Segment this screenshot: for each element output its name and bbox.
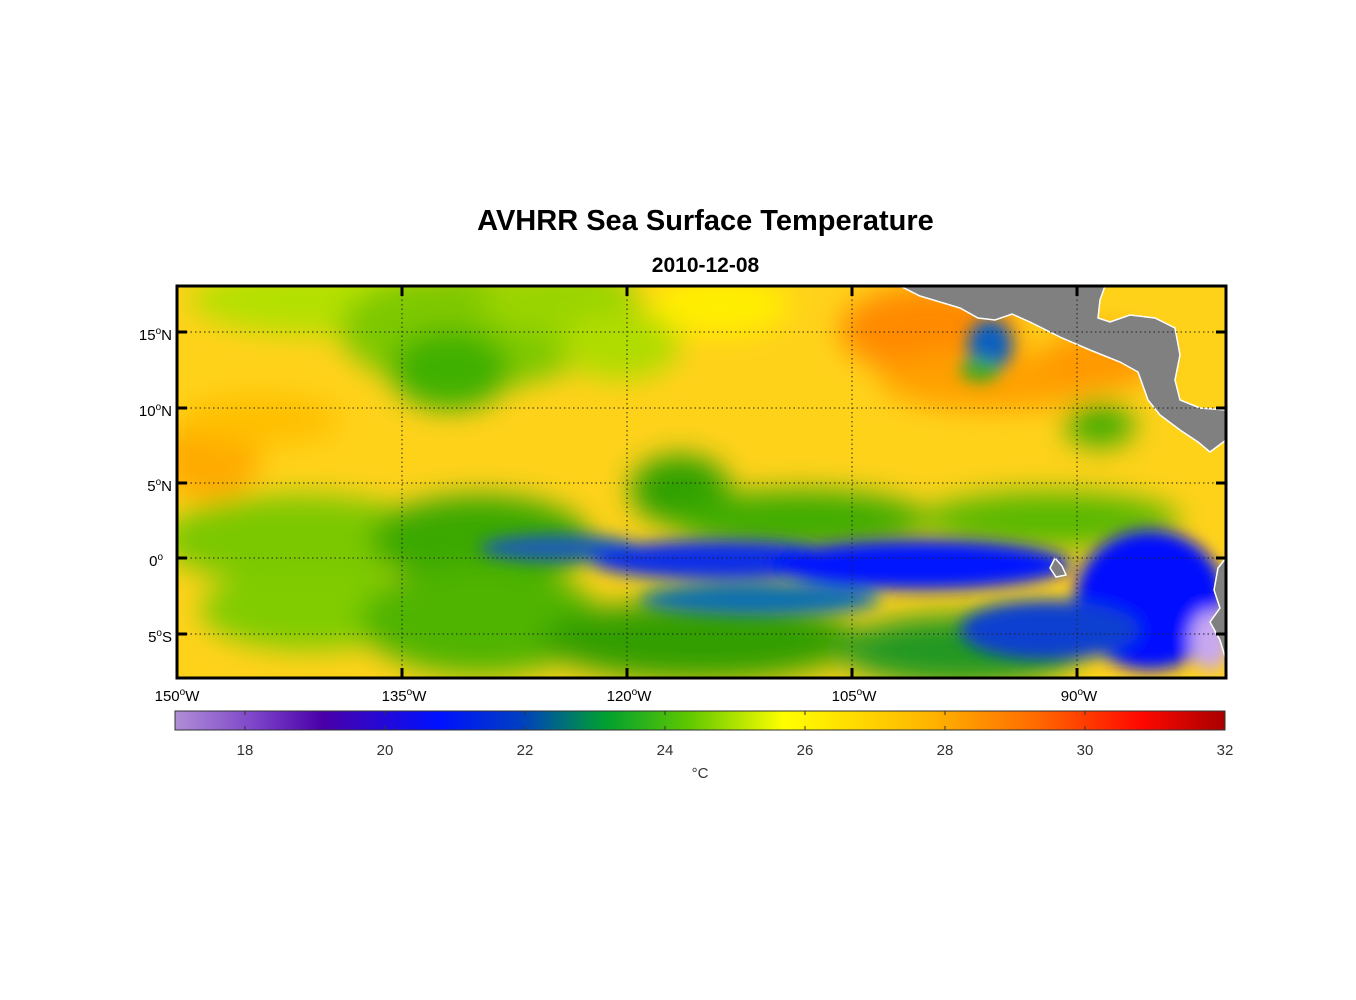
- chart-subtitle: 2010-12-08: [651, 254, 760, 277]
- lat-label-10n: 10oN: [139, 402, 172, 420]
- lat-label-0: 0o: [149, 552, 163, 570]
- colorbar-tick-label: 28: [937, 742, 954, 759]
- colorbar-tick-label: 32: [1217, 742, 1234, 759]
- colorbar-tick-label: 30: [1077, 742, 1094, 759]
- lon-label-105w: 105oW: [832, 687, 878, 705]
- map-grid: [177, 286, 1226, 678]
- chart-title: AVHRR Sea Surface Temperature: [477, 205, 934, 237]
- central-america-landmass: [899, 286, 1226, 453]
- colorbar-gradient: [174, 710, 1226, 731]
- galapagos-island: [1049, 556, 1068, 578]
- sst-field: [177, 286, 1226, 678]
- lat-label-5n: 5oN: [147, 477, 172, 495]
- lon-label-120w: 120oW: [607, 687, 653, 705]
- colorbar-tick-label: 26: [797, 742, 814, 759]
- lon-label-150w: 150oW: [155, 687, 201, 705]
- lat-label-15n: 15oN: [139, 326, 172, 344]
- colorbar-tick-label: 20: [377, 742, 394, 759]
- colorbar-tick-label: 22: [517, 742, 534, 759]
- lat-label-5s: 5oS: [148, 628, 172, 646]
- colorbar-tick-label: 18: [237, 742, 254, 759]
- lon-label-90w: 90oW: [1061, 687, 1098, 705]
- colorbar: 18 20 22 24 26 28 30 32 °C: [174, 710, 1234, 782]
- colorbar-tick-label: 24: [657, 742, 674, 759]
- map-ticks: [177, 286, 1226, 678]
- colorbar-unit-label: °C: [692, 765, 709, 782]
- lon-label-135w: 135oW: [382, 687, 428, 705]
